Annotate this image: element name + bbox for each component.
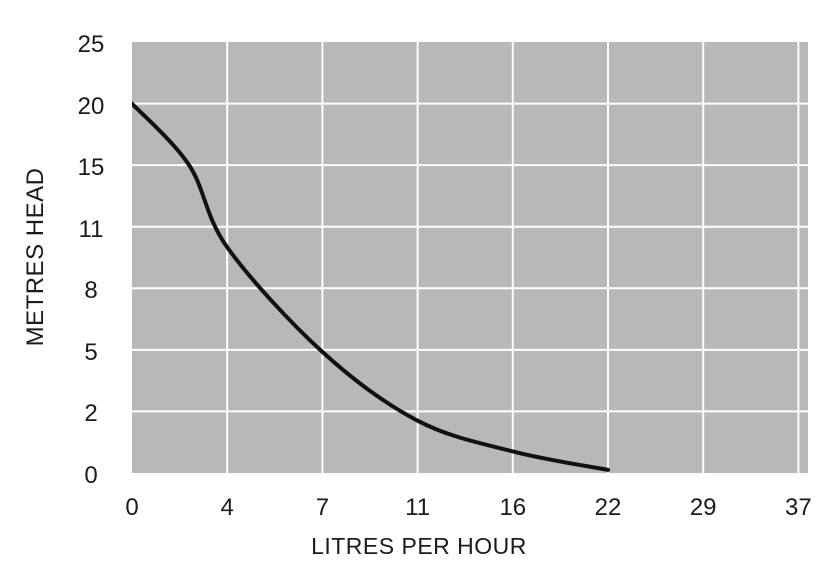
y-tick-label: 25 xyxy=(77,31,105,58)
y-tick-label: 5 xyxy=(84,338,98,366)
x-tick-label: 37 xyxy=(785,494,812,521)
y-axis-title: METRES HEAD xyxy=(22,167,49,347)
plot-area xyxy=(132,42,808,473)
plot-svg xyxy=(132,42,808,473)
y-tick-label: 0 xyxy=(84,462,98,489)
x-tick-label: 7 xyxy=(315,494,330,521)
y-tick-label: 8 xyxy=(84,277,98,305)
plot-panel-background xyxy=(132,42,808,473)
y-tick-label: 2 xyxy=(84,400,98,428)
pump-curve-line xyxy=(132,101,610,472)
x-tick-label: 4 xyxy=(220,494,234,521)
y-tick-label: 20 xyxy=(77,92,105,120)
x-tick-label: 16 xyxy=(499,494,527,521)
x-tick-label: 22 xyxy=(594,494,622,521)
y-tick-label: 15 xyxy=(77,154,105,182)
x-tick-label: 0 xyxy=(125,494,139,521)
x-tick-label: 29 xyxy=(689,494,717,521)
x-tick-label: 11 xyxy=(405,494,431,521)
y-tick-label: 11 xyxy=(78,215,104,243)
x-axis-title: LITRES PER HOUR xyxy=(311,533,527,559)
gridlines xyxy=(132,42,808,473)
